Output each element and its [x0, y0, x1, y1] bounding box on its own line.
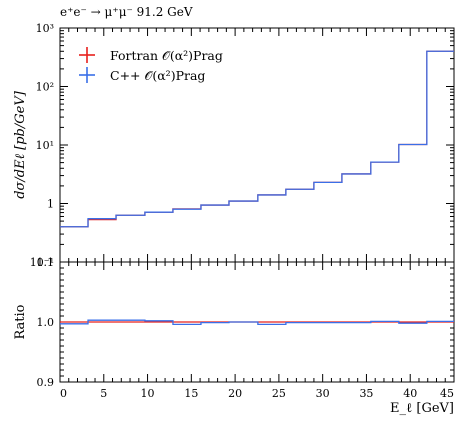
x-tick-label: 25 [272, 387, 286, 400]
legend-label-fortran: Fortran 𝒪(α²)Prag [110, 48, 223, 63]
x-tick-label: 35 [359, 387, 373, 400]
x-tick-label: 15 [184, 387, 198, 400]
main-y-axis-label: dσ/dEℓ [pb/GeV] [13, 90, 28, 198]
cpp-histogram-line [60, 50, 454, 228]
main-y-tick-labels: 10⁻¹ 1 10¹ 10² 10³ [30, 22, 54, 269]
ratio-axis-ticks [59, 261, 455, 383]
main-panel-frame [59, 27, 455, 263]
ratio-y-tick-labels: 0.9 1.0 1.1 [37, 256, 55, 389]
legend-label-cpp: C++ 𝒪(α²)Prag [110, 68, 205, 83]
x-tick-labels: 0 5 10 15 20 25 30 35 40 45 [60, 387, 454, 400]
chart-title: e⁺e⁻ → μ⁺μ⁻ 91.2 GeV [60, 5, 193, 19]
main-y-tick-label: 10⁻¹ [30, 256, 54, 269]
ratio-series-group [60, 319, 454, 326]
ratio-y-axis-label: Ratio [13, 304, 28, 339]
ratio-y-tick-label: 1.1 [37, 256, 55, 269]
cpp-ratio-line [60, 319, 454, 326]
legend: Fortran 𝒪(α²)Prag C++ 𝒪(α²)Prag [79, 47, 223, 83]
main-y-tick-label: 1 [47, 198, 54, 211]
x-tick-label: 10 [141, 387, 155, 400]
x-tick-label: 40 [403, 387, 417, 400]
x-tick-label: 45 [440, 387, 454, 400]
main-y-tick-label: 10² [36, 81, 54, 94]
ratio-y-tick-label: 0.9 [37, 376, 55, 389]
x-tick-label: 20 [228, 387, 242, 400]
x-tick-label: 5 [100, 387, 107, 400]
x-axis-label: E_ℓ [GeV] [390, 401, 454, 416]
main-y-tick-label: 10¹ [36, 139, 54, 152]
main-series-group [60, 50, 454, 228]
ratio-y-tick-label: 1.0 [37, 316, 55, 329]
main-axis-ticks [59, 28, 455, 263]
legend-item-cpp: C++ 𝒪(α²)Prag [79, 67, 205, 83]
x-tick-label: 30 [316, 387, 330, 400]
main-y-tick-label: 10³ [36, 22, 54, 35]
legend-item-fortran: Fortran 𝒪(α²)Prag [79, 47, 223, 63]
x-tick-label: 0 [60, 387, 67, 400]
